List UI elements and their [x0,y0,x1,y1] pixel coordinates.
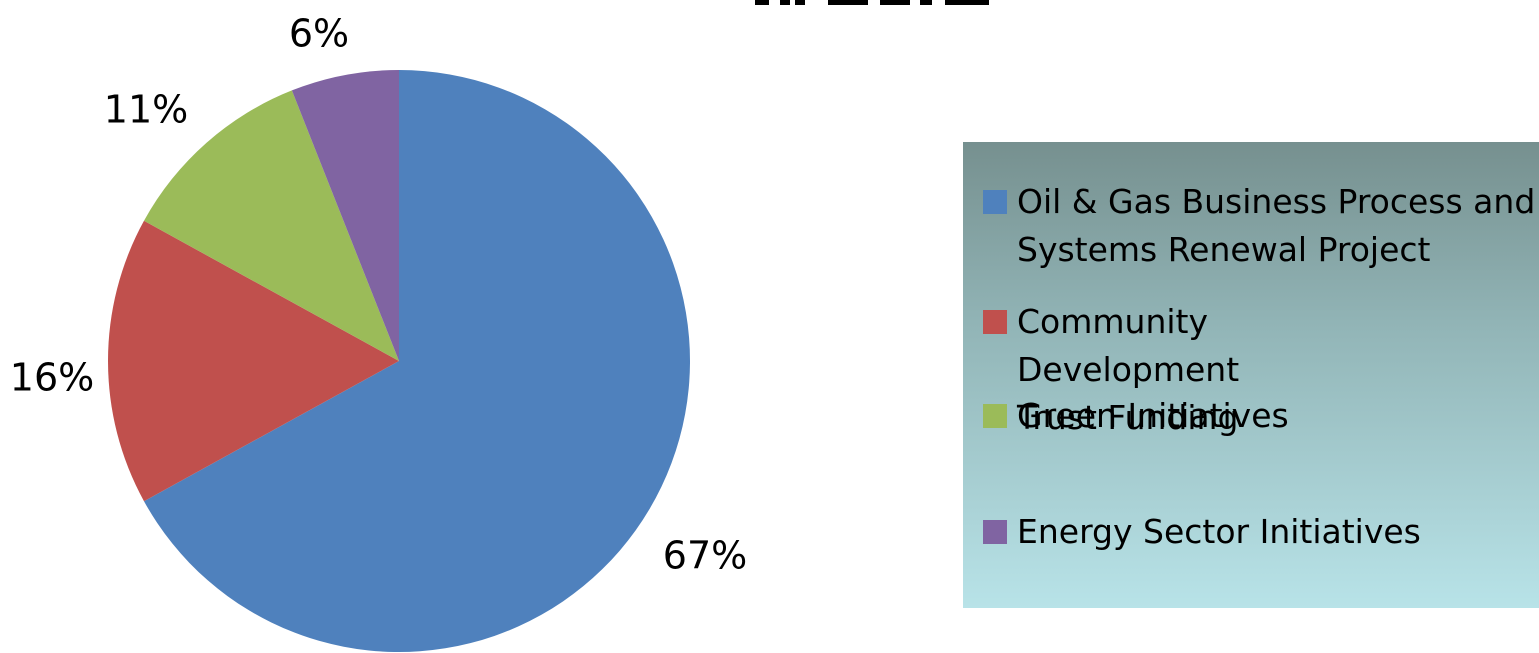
slice-percent-label: 6% [289,12,349,56]
legend-label: Energy Sector Initiatives [1017,512,1421,551]
legend-swatch-green [983,404,1007,428]
legend-label: Oil & Gas Business Process and Systems R… [1017,182,1536,269]
pie-slice-0 [143,70,691,652]
title-glyph-fragment [828,0,868,5]
title-glyph-fragment [945,0,989,5]
title-cropped-glyphs [755,0,989,5]
title-glyph-fragment [795,0,805,5]
pie-chart: 67% 16% 11% 6% [10,12,747,652]
slice-percent-label: 67% [663,534,747,578]
legend-item-energy: Energy Sector Initiatives [983,508,1537,556]
legend-item-oil-gas: Oil & Gas Business Process and Systems R… [983,178,1537,274]
chart-title-fragment [360,0,1160,25]
pie-slices [108,70,691,652]
title-glyph-fragment [920,0,932,5]
pie-slice-1 [108,220,399,502]
legend-item-community: Community Development Trust Funding [983,298,1317,442]
pie-slice-3 [291,70,399,361]
pie-labels: 67% 16% 11% 6% [10,12,747,578]
legend-swatch-community [983,310,1007,334]
title-glyph-fragment [880,0,910,5]
legend-swatch-energy [983,520,1007,544]
legend-item-green: Green Initiatives [983,392,1537,440]
legend-label: Community Development Trust Funding [1017,302,1240,437]
legend-swatch-oil-gas [983,190,1007,214]
slice-percent-label: 16% [10,356,94,400]
title-glyph-fragment [780,0,790,5]
pie-slice-2 [143,90,399,361]
title-glyph-fragment [755,0,769,5]
legend-label: Green Initiatives [1017,396,1289,435]
slice-percent-label: 11% [104,88,188,132]
legend: Oil & Gas Business Process and Systems R… [963,142,1539,608]
